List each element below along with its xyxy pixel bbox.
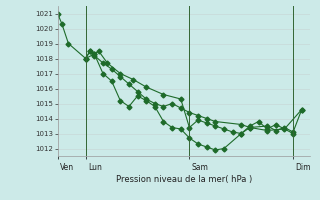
X-axis label: Pression niveau de la mer( hPa ): Pression niveau de la mer( hPa ) — [116, 175, 252, 184]
Text: Dim: Dim — [295, 163, 311, 172]
Text: Sam: Sam — [192, 163, 208, 172]
Text: Ven: Ven — [60, 163, 74, 172]
Text: Lun: Lun — [88, 163, 102, 172]
